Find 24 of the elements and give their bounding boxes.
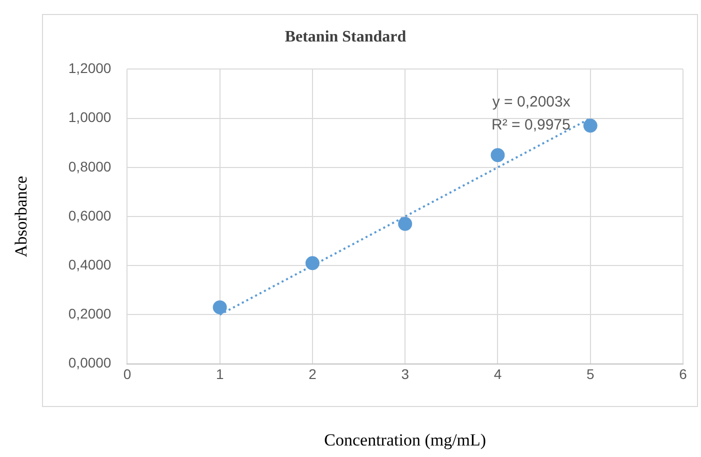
x-tick-label: 6 (679, 366, 688, 382)
y-tick-label: 0,4000 (68, 256, 112, 272)
y-tick-label: 0,2000 (68, 306, 112, 322)
chart-title: Betanin Standard (284, 28, 406, 46)
annotation: y = 0,2003x (492, 93, 571, 110)
x-tick-label: 4 (494, 366, 502, 382)
annotation: R² = 0,9975 (492, 116, 570, 134)
x-tick-label: 1 (216, 366, 224, 382)
y-tick-label: 1,0000 (68, 109, 112, 126)
point (305, 256, 320, 270)
y-axis-title: Absorbance (12, 176, 31, 258)
x-tick-label: 3 (401, 366, 410, 382)
point (583, 118, 598, 133)
y-tick-label: 0,0000 (68, 354, 112, 371)
y-tick-label: 1,2000 (68, 60, 112, 76)
point (398, 216, 412, 231)
point (490, 148, 505, 162)
y-tick-label: 0,6000 (68, 207, 112, 224)
x-tick-label: 0 (123, 366, 132, 382)
x-axis-title: Concentration (mg/mL) (324, 430, 486, 450)
x-tick-label: 2 (308, 366, 317, 382)
y-tick-label: 0,8000 (68, 158, 112, 174)
point (212, 300, 227, 314)
x-tick-label: 5 (586, 366, 594, 382)
